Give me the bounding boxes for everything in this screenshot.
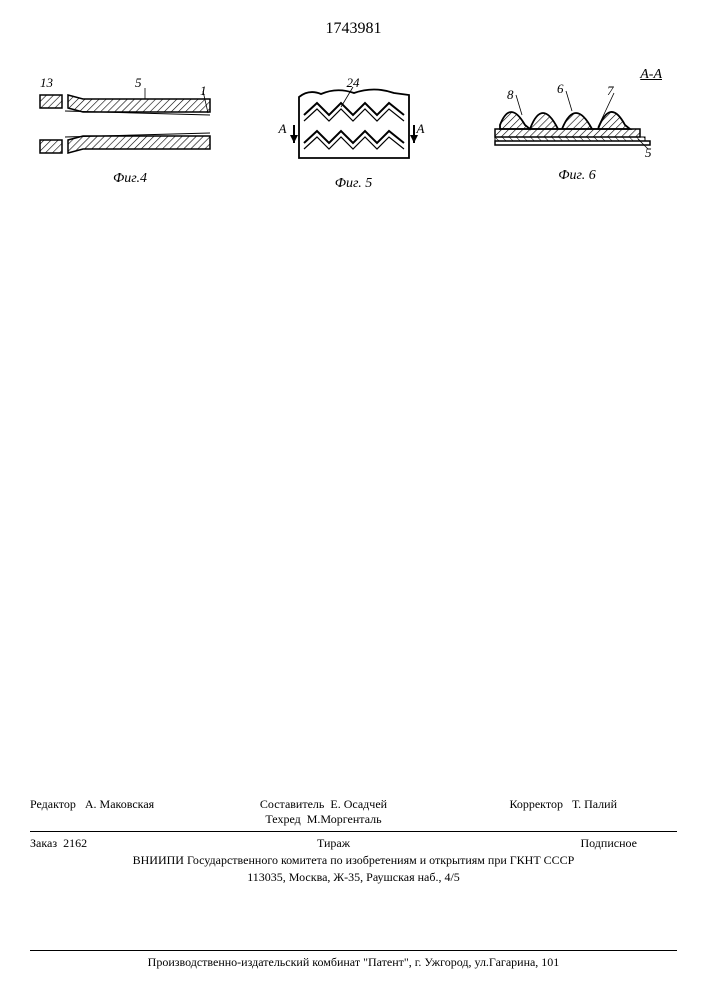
fig4-ref-1: 1 (200, 83, 207, 99)
fig6-ref-7: 7 (607, 83, 614, 99)
zakaz-no: 2162 (63, 836, 87, 850)
fig5-ref-24: 24 (347, 75, 360, 91)
figure-4: 13 5 1 Фиг.4 (30, 85, 230, 187)
fig5-ref-A-left: А (279, 121, 287, 137)
corrector-label: Корректор (509, 797, 563, 811)
techred-name: М.Моргенталь (307, 812, 382, 826)
zakaz-cell: Заказ 2162 (30, 836, 232, 851)
figure-5: 24 А А Фиг. 5 (259, 85, 449, 192)
compiler-techred-cell: Составитель Е. Осадчей Техред М.Моргента… (226, 797, 422, 827)
fig6-caption: Фиг. 6 (558, 168, 596, 184)
publisher-line2: 113035, Москва, Ж-35, Раушская наб., 4/5 (30, 870, 677, 885)
fig4-ref-13: 13 (40, 75, 53, 91)
editor-cell: Редактор А. Маковская (30, 797, 226, 827)
fig5-ref-A-right: А (417, 121, 425, 137)
fig5-caption: Фиг. 5 (335, 176, 373, 192)
compiler-label: Составитель (260, 797, 324, 811)
fig6-section-label: А-А (462, 67, 692, 83)
corrector-cell: Корректор Т. Палий (421, 797, 677, 827)
fig6-ref-8: 8 (507, 87, 514, 103)
divider-1 (30, 831, 677, 832)
editor-name: А. Маковская (85, 797, 154, 811)
figure-6: А-А 8 6 7 5 (477, 85, 677, 184)
credits-row-top: Редактор А. Маковская Составитель Е. Оса… (30, 797, 677, 827)
document-number: 1743981 (326, 20, 382, 38)
techred-label: Техред (265, 812, 300, 826)
figures-row: 13 5 1 Фиг.4 24 А А (30, 85, 677, 192)
credits-block: Редактор А. Маковская Составитель Е. Оса… (30, 797, 677, 885)
corrector-name: Т. Палий (572, 797, 617, 811)
bottom-publisher: Производственно-издательский комбинат "П… (30, 950, 677, 970)
zakaz-label: Заказ (30, 836, 57, 850)
fig4-caption: Фиг.4 (113, 171, 147, 187)
editor-label: Редактор (30, 797, 76, 811)
podpisnoe-cell: Подписное (435, 836, 677, 851)
fig6-ref-5: 5 (645, 145, 652, 161)
tirazh-cell: Тираж (232, 836, 434, 851)
fig4-svg (35, 85, 225, 165)
publisher-line1: ВНИИПИ Государственного комитета по изоб… (30, 853, 677, 868)
fig6-ref-6: 6 (557, 81, 564, 97)
fig4-ref-5: 5 (135, 75, 142, 91)
compiler-name: Е. Осадчей (330, 797, 387, 811)
order-row: Заказ 2162 Тираж Подписное (30, 836, 677, 851)
